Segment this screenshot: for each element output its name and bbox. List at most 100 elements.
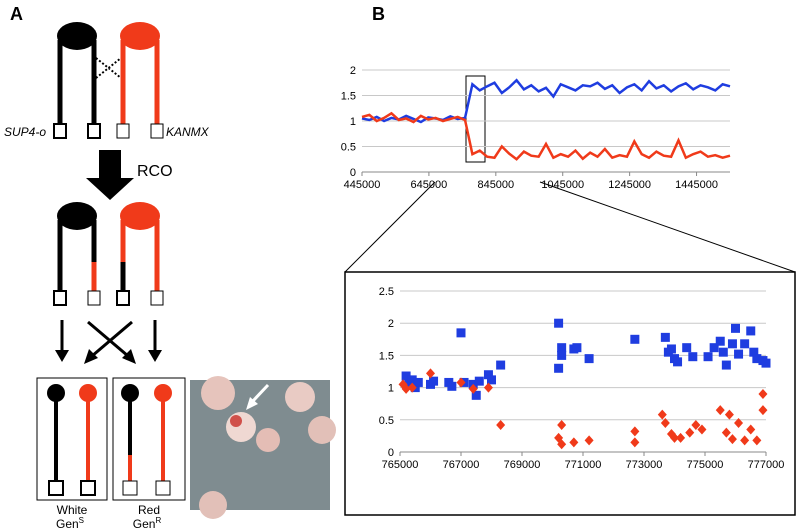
point xyxy=(666,344,676,354)
point xyxy=(721,427,731,438)
colony-photo xyxy=(190,376,336,519)
x-tick-label: 767000 xyxy=(443,459,480,471)
point xyxy=(703,352,713,362)
point xyxy=(487,375,496,385)
point xyxy=(401,383,411,394)
outcome-label: GenR xyxy=(133,516,162,530)
point xyxy=(657,409,667,420)
y-tick-label: 0.5 xyxy=(379,415,394,427)
x-tick-label: 765000 xyxy=(382,459,419,471)
point xyxy=(724,409,734,420)
point xyxy=(721,360,731,370)
point xyxy=(740,339,750,349)
point xyxy=(758,405,768,416)
point xyxy=(682,343,692,353)
point xyxy=(413,377,423,387)
point xyxy=(752,354,762,364)
outcome-white xyxy=(36,377,108,501)
gene-label: SUP4-o xyxy=(4,125,46,139)
outcome-sup: S xyxy=(79,516,84,525)
zoom-lines xyxy=(344,181,796,273)
x-tick-label: 775000 xyxy=(687,459,724,471)
chromosomes-before xyxy=(53,22,164,139)
point xyxy=(554,318,564,328)
point xyxy=(456,377,466,388)
point xyxy=(758,389,768,400)
point xyxy=(727,434,737,445)
point xyxy=(688,352,698,362)
point xyxy=(630,334,640,344)
point xyxy=(557,350,567,360)
point xyxy=(429,376,439,386)
point xyxy=(676,432,686,443)
point xyxy=(740,435,750,446)
process-label: RCO xyxy=(137,163,173,180)
point xyxy=(471,390,481,400)
y-tick-label: 0 xyxy=(350,167,356,179)
inset-frame xyxy=(344,271,796,516)
point xyxy=(731,323,740,333)
y-tick-label: 1.5 xyxy=(341,91,356,103)
point xyxy=(746,424,756,435)
point xyxy=(456,328,466,338)
point xyxy=(727,339,737,349)
point xyxy=(718,347,728,357)
point xyxy=(715,336,725,346)
x-tick-label: 771000 xyxy=(565,459,602,471)
point xyxy=(630,426,640,437)
point xyxy=(685,427,695,438)
x-tick-label: 777000 xyxy=(748,459,785,471)
point xyxy=(401,371,411,381)
y-tick-label: 2.5 xyxy=(379,286,394,298)
outcome-red xyxy=(112,377,186,501)
y-tick-label: 0.5 xyxy=(341,142,356,154)
x-tick-label: 773000 xyxy=(626,459,663,471)
gene-label: KANMX xyxy=(166,125,210,139)
point xyxy=(407,375,417,385)
point xyxy=(660,332,670,342)
point xyxy=(746,326,756,336)
point xyxy=(569,437,579,448)
point xyxy=(468,383,478,394)
point xyxy=(749,347,759,357)
point xyxy=(483,370,493,380)
point xyxy=(734,349,744,359)
point xyxy=(697,424,707,435)
x-tick-label: 845000 xyxy=(477,179,514,191)
x-tick-label: 769000 xyxy=(504,459,541,471)
x-tick-label: 645000 xyxy=(411,179,448,191)
point xyxy=(496,419,506,430)
point xyxy=(557,343,567,353)
chromosomes-after xyxy=(53,202,164,306)
outcome-gen: Gen xyxy=(133,517,156,530)
point xyxy=(673,357,683,367)
point xyxy=(557,419,567,430)
point xyxy=(496,360,506,370)
point xyxy=(691,419,701,430)
x-tick-label: 1445000 xyxy=(675,179,718,191)
point xyxy=(630,437,640,448)
x-tick-label: 445000 xyxy=(344,179,381,191)
data-line xyxy=(361,111,731,161)
point xyxy=(709,343,719,353)
point xyxy=(660,418,670,429)
outcome-sup: R xyxy=(155,516,161,525)
point xyxy=(404,379,414,389)
point xyxy=(483,382,493,393)
point xyxy=(761,358,771,368)
y-tick-label: 2 xyxy=(350,65,356,77)
outcome-gen: Gen xyxy=(56,517,79,530)
point xyxy=(734,418,744,429)
point xyxy=(715,405,725,416)
point xyxy=(584,435,594,446)
panel-label: B xyxy=(372,4,385,24)
y-tick-label: 1.5 xyxy=(379,350,394,362)
point xyxy=(447,381,457,391)
outcome-label: White xyxy=(57,503,88,517)
point xyxy=(572,343,582,353)
point xyxy=(584,354,594,364)
y-tick-label: 1 xyxy=(388,383,394,395)
point xyxy=(474,376,484,386)
point xyxy=(554,363,564,373)
outcome-label: GenS xyxy=(56,516,84,530)
